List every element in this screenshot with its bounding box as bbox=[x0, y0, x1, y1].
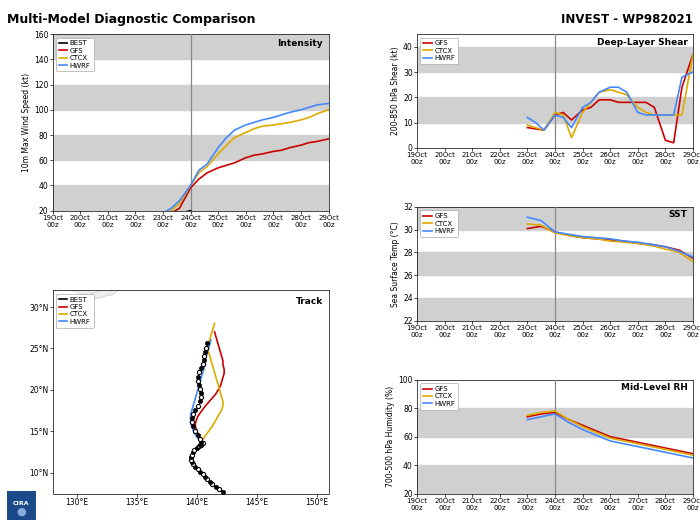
Legend: BEST, GFS, CTCX, HWRF: BEST, GFS, CTCX, HWRF bbox=[56, 38, 94, 71]
Y-axis label: 200-850 hPa Shear (kt): 200-850 hPa Shear (kt) bbox=[391, 47, 400, 135]
Legend: GFS, CTCX, HWRF: GFS, CTCX, HWRF bbox=[421, 383, 458, 410]
Bar bbox=[417, 408, 693, 437]
Text: Mid-Level RH: Mid-Level RH bbox=[621, 383, 687, 392]
Text: INVEST - WP982021: INVEST - WP982021 bbox=[561, 13, 693, 26]
Polygon shape bbox=[4, 456, 29, 477]
Y-axis label: 10m Max Wind Speed (kt): 10m Max Wind Speed (kt) bbox=[22, 73, 31, 172]
Y-axis label: Sea Surface Temp (°C): Sea Surface Temp (°C) bbox=[391, 221, 400, 307]
Text: Intensity: Intensity bbox=[277, 39, 323, 48]
Legend: GFS, CTCX, HWRF: GFS, CTCX, HWRF bbox=[421, 211, 458, 237]
Bar bbox=[417, 465, 693, 493]
Text: SST: SST bbox=[668, 211, 687, 219]
Text: ●: ● bbox=[17, 507, 26, 517]
Bar bbox=[417, 298, 693, 321]
Legend: BEST, GFS, CTCX, HWRF: BEST, GFS, CTCX, HWRF bbox=[56, 294, 94, 328]
Polygon shape bbox=[71, 282, 101, 295]
Bar bbox=[52, 85, 328, 110]
Polygon shape bbox=[83, 183, 257, 299]
Circle shape bbox=[8, 492, 34, 518]
Bar bbox=[52, 185, 328, 211]
Text: Multi-Model Diagnostic Comparison: Multi-Model Diagnostic Comparison bbox=[7, 13, 256, 26]
Bar bbox=[52, 34, 328, 59]
Text: Deep-Layer Shear: Deep-Layer Shear bbox=[596, 37, 687, 47]
Bar bbox=[417, 97, 693, 122]
Text: CIRA: CIRA bbox=[13, 501, 29, 507]
Y-axis label: 700-500 hPa Humidity (%): 700-500 hPa Humidity (%) bbox=[386, 386, 395, 487]
Legend: GFS, CTCX, HWRF: GFS, CTCX, HWRF bbox=[421, 38, 458, 64]
Bar bbox=[417, 253, 693, 275]
Bar bbox=[417, 47, 693, 72]
Text: Track: Track bbox=[296, 297, 323, 306]
Bar bbox=[417, 207, 693, 230]
Bar bbox=[52, 135, 328, 160]
